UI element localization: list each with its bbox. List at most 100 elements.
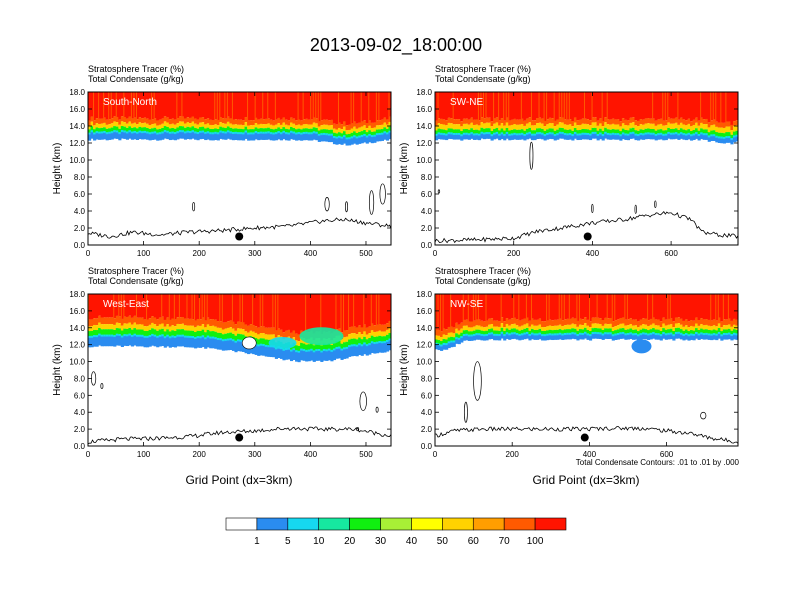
tracer-cell — [130, 294, 135, 318]
tracer-cell — [528, 127, 532, 134]
tracer-streak — [518, 294, 520, 321]
tracer-cell — [538, 92, 542, 118]
tracer-cell — [343, 337, 347, 343]
tracer-cell — [583, 132, 588, 135]
tracer-cell — [606, 294, 610, 319]
tracer-cell — [156, 337, 160, 348]
tracer-streak — [186, 294, 188, 319]
tracer-cell — [538, 133, 542, 139]
tracer-cell — [505, 133, 509, 139]
tracer-cell — [505, 328, 509, 334]
tracer-cell — [581, 325, 585, 330]
tracer-cell — [500, 132, 504, 135]
tracer-cell — [247, 332, 251, 338]
tracer-cell — [388, 338, 391, 341]
tracer-streak — [720, 92, 722, 123]
tracer-cell — [315, 127, 319, 134]
condensate-contour — [437, 189, 441, 194]
tracer-cell — [148, 133, 152, 141]
tracer-cell — [257, 133, 261, 141]
tracer-cell — [353, 121, 357, 127]
tracer-cell — [100, 336, 104, 347]
tracer-cell — [457, 132, 461, 135]
tracer-cell — [105, 336, 109, 347]
tracer-cell — [317, 130, 321, 136]
tracer-cell — [530, 120, 535, 126]
tracer-cell — [191, 336, 195, 339]
tracer-streak — [123, 92, 125, 118]
tracer-cell — [229, 127, 233, 133]
tracer-cell — [209, 336, 213, 339]
tracer-cell — [115, 335, 119, 346]
tracer-cell — [621, 128, 625, 134]
tracer-patch — [299, 327, 344, 346]
tracer-cell — [523, 328, 527, 335]
tracer-cell — [659, 118, 663, 124]
tracer-cell — [234, 294, 238, 325]
tracer-cell — [229, 118, 233, 124]
tracer-cell — [541, 334, 545, 337]
tracer-cell — [151, 133, 155, 140]
tracer-cell — [571, 317, 575, 324]
tracer-cell — [148, 294, 152, 319]
tracer-cell — [442, 119, 446, 125]
tracer-cell — [305, 118, 309, 124]
tracer-cell — [702, 133, 706, 136]
tracer-cell — [672, 327, 676, 331]
tracer-cell — [355, 137, 359, 145]
tracer-cell — [186, 337, 190, 348]
tracer-cell — [553, 130, 557, 136]
tracer-cell — [548, 325, 552, 330]
tracer-cell — [674, 323, 678, 329]
tracer-cell — [163, 326, 167, 332]
tracer-cell — [234, 330, 238, 336]
tracer-cell — [171, 330, 175, 337]
tracer-cell — [249, 133, 253, 141]
tracer-cell — [447, 132, 451, 135]
tracer-cell — [138, 130, 142, 133]
tracer-cell — [360, 131, 364, 137]
colorbar-swatch — [442, 517, 474, 531]
tracer-cell — [437, 128, 441, 134]
tracer-cell — [687, 129, 691, 135]
tracer-cell — [649, 118, 653, 124]
tracer-cell — [682, 330, 686, 336]
tracer-streak — [199, 294, 201, 320]
tracer-cell — [533, 125, 537, 131]
tracer-cell — [695, 294, 699, 318]
tracer-cell — [269, 119, 273, 125]
tracer-cell — [647, 92, 651, 119]
tracer-cell — [307, 349, 311, 352]
tracer-cell — [277, 132, 281, 140]
tracer-cell — [712, 134, 716, 137]
tracer-cell — [305, 133, 309, 141]
tracer-cell — [594, 92, 598, 118]
colorbar-label: 20 — [344, 536, 356, 547]
tracer-cell — [337, 294, 342, 329]
tracer-cell — [722, 334, 726, 340]
tracer-cell — [365, 334, 369, 340]
tracer-cell — [226, 333, 230, 341]
tracer-cell — [277, 127, 281, 133]
tracer-cell — [226, 294, 230, 322]
tracer-cell — [533, 294, 537, 320]
tracer-cell — [206, 335, 210, 338]
tracer-cell — [388, 294, 391, 321]
tracer-cell — [135, 119, 140, 125]
tracer-cell — [732, 135, 737, 138]
tracer-cell — [477, 92, 482, 121]
tracer-streak — [272, 294, 274, 328]
tracer-cell — [234, 342, 238, 353]
tracer-cell — [669, 333, 673, 340]
tracer-cell — [715, 333, 719, 336]
tracer-cell — [229, 132, 233, 140]
tracer-cell — [467, 327, 471, 332]
tracer-cell — [700, 133, 704, 140]
tracer-cell — [634, 319, 638, 326]
tracer-cell — [151, 124, 155, 129]
tracer-cell — [475, 319, 479, 326]
tracer-cell — [163, 126, 167, 132]
tracer-cell — [525, 128, 530, 135]
tracer-cell — [629, 117, 633, 123]
tracer-cell — [485, 132, 489, 135]
